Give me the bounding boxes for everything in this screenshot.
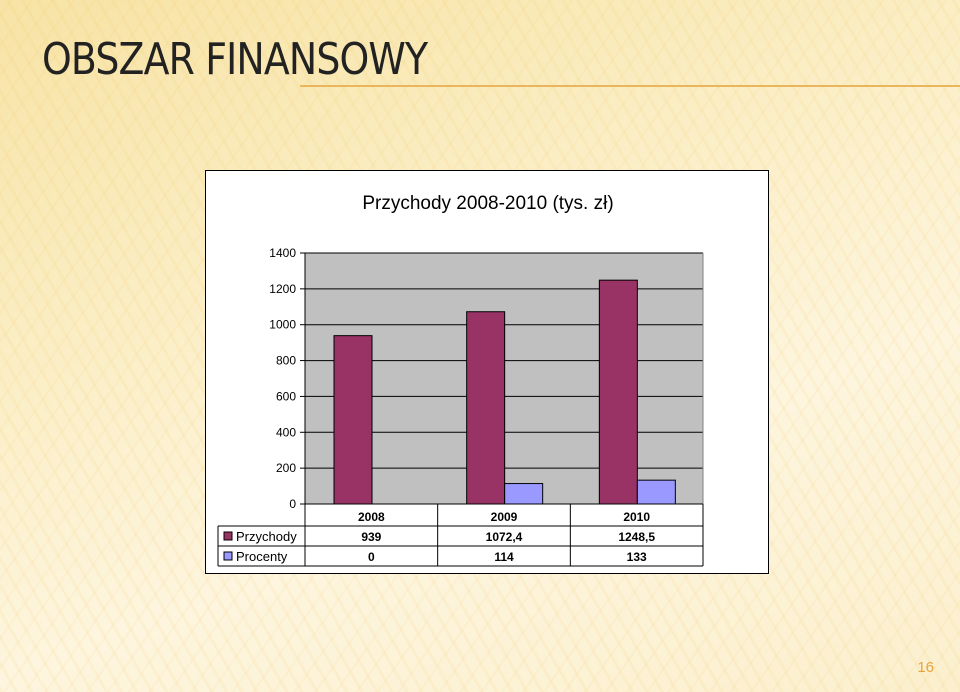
- y-axis: 0 200 400 600 800 1000 1200 1400: [269, 246, 704, 511]
- legend-swatch-przychody: [223, 531, 233, 541]
- y-tick-label: 1400: [269, 246, 296, 260]
- bar-chart: Przychody 2008-2010 (tys. zł) 0 200 400 600…: [217, 193, 704, 567]
- y-tick-label: 200: [276, 461, 296, 475]
- data-label-procenty: 114: [494, 550, 514, 564]
- legend-label-przychody: Przychody: [236, 529, 297, 544]
- x-tick-label: 2008: [358, 510, 385, 524]
- page-number: 16: [917, 659, 934, 676]
- y-tick-label: 600: [276, 389, 296, 403]
- data-label-przychody: 1248,5: [618, 530, 655, 544]
- x-tick-label: 2010: [623, 510, 650, 524]
- data-label-procenty: 133: [627, 550, 647, 564]
- y-tick-label: 800: [276, 354, 296, 368]
- data-label-przychody: 939: [361, 530, 381, 544]
- y-tick-label: 400: [276, 425, 296, 439]
- slide-title: OBSZAR FINANSOWY: [42, 34, 428, 85]
- y-tick-label: 0: [289, 497, 296, 511]
- bar-przychody-2010: [598, 279, 638, 505]
- x-tick-label: 2009: [491, 510, 518, 524]
- bars: [333, 279, 676, 505]
- data-table: 2008 2009 2010 Przychody 939 1072,4 1248,5 Proc…: [217, 503, 704, 567]
- data-label-przychody: 1072,4: [486, 530, 523, 544]
- chart-title: Przychody 2008-2010 (tys. zł): [362, 193, 613, 214]
- bar-przychody-2008: [333, 335, 373, 505]
- bar-przychody-2009: [466, 311, 506, 505]
- title-underline: [300, 85, 960, 87]
- y-tick-label: 1000: [269, 318, 296, 332]
- bar-procenty-2010: [636, 479, 676, 505]
- legend-swatch-procenty: [223, 551, 233, 561]
- chart-container: Przychody 2008-2010 (tys. zł) 0 200 400 600…: [205, 170, 769, 574]
- bar-procenty-2009: [504, 483, 544, 505]
- y-tick-label: 1200: [269, 282, 296, 296]
- legend-label-procenty: Procenty: [236, 549, 288, 564]
- data-label-procenty: 0: [368, 550, 375, 564]
